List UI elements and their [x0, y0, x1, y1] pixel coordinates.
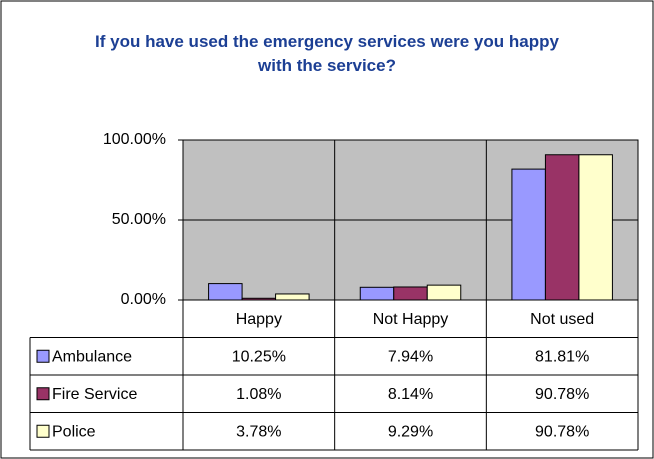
bar	[359, 286, 395, 301]
table-value: 9.29%	[388, 423, 433, 440]
bar	[511, 168, 546, 301]
bar	[544, 154, 580, 301]
bar	[208, 283, 243, 301]
chart-title: If you have used the emergency services …	[95, 32, 559, 75]
bar	[578, 154, 613, 301]
legend-key	[36, 387, 50, 401]
table-value: 3.78%	[236, 423, 281, 440]
table-value: 10.25%	[232, 348, 286, 365]
x-tick-label: Happy	[236, 311, 282, 328]
bar	[426, 284, 462, 301]
y-tick-label: 0.00%	[121, 291, 166, 308]
table-value: 8.14%	[388, 386, 433, 403]
table-value: 90.78%	[535, 386, 589, 403]
table-value: 7.94%	[388, 348, 433, 365]
legend-label: Police	[52, 423, 96, 440]
x-tick-label: Not Happy	[373, 311, 449, 328]
bar	[241, 297, 277, 301]
legend-key	[36, 424, 50, 438]
legend-key	[36, 349, 50, 363]
legend-label: Ambulance	[52, 348, 132, 365]
x-tick-label: Not used	[530, 311, 594, 328]
table-value: 81.81%	[535, 348, 589, 365]
bar	[275, 293, 310, 301]
bar	[393, 286, 428, 301]
table-value: 90.78%	[535, 423, 589, 440]
legend-label: Fire Service	[52, 386, 137, 403]
y-tick-label: 100.00%	[103, 131, 166, 148]
table-value: 1.08%	[236, 386, 281, 403]
y-tick-label: 50.00%	[112, 211, 166, 228]
